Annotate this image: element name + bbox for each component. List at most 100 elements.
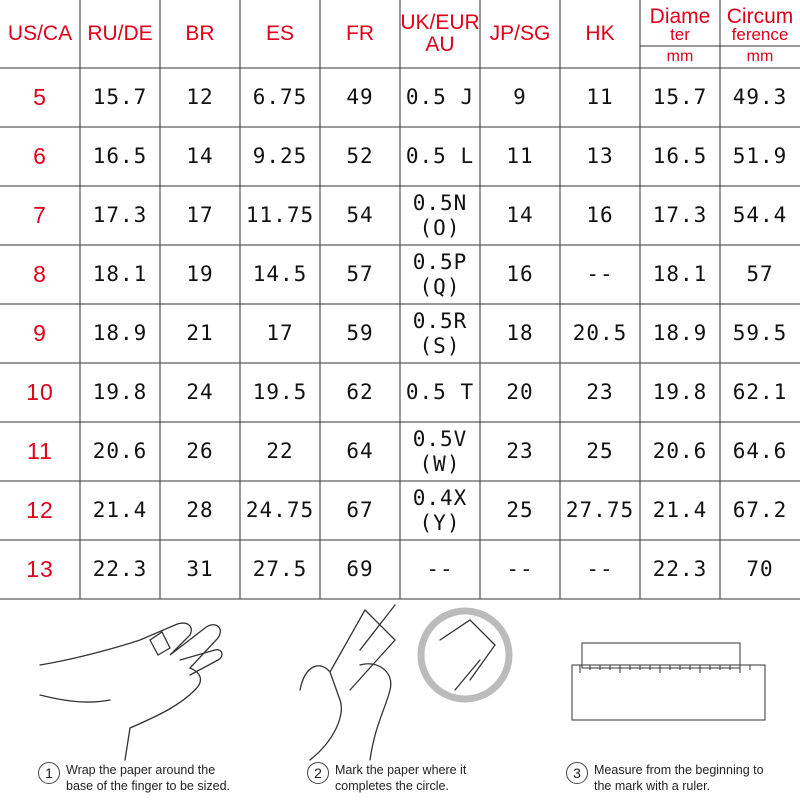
table-cell: 70 <box>720 540 800 599</box>
illustration-1 <box>39 622 223 761</box>
cell-line: 17.3 <box>92 203 148 227</box>
column-header: ES <box>240 0 320 68</box>
row-header: 8 <box>0 245 80 304</box>
table-cell: 0.5 L <box>400 127 480 186</box>
cell-line: 0.5R <box>412 308 468 333</box>
table-cell: 26 <box>160 422 240 481</box>
table-cell: -- <box>560 540 640 599</box>
table-cell: 59.5 <box>720 304 800 363</box>
table-cell: 14 <box>160 127 240 186</box>
column-header: RU/DE <box>80 0 160 68</box>
step-text: the mark with a ruler. <box>594 779 711 793</box>
cell-line: 62.1 <box>732 380 788 404</box>
step-text: Wrap the paper around the <box>66 763 216 777</box>
instruction-step: 1 Wrap the paper around the base of the fi… <box>38 762 266 794</box>
column-header: Diame ter <box>640 2 720 46</box>
table-cell: 14 <box>480 186 560 245</box>
cell-line: 67.2 <box>732 498 788 522</box>
cell-line: 31 <box>186 557 214 581</box>
cell-line: -- <box>506 557 534 581</box>
step-number: 1 <box>38 762 60 784</box>
cell-line: 22 <box>266 439 294 463</box>
cell-line: 0.5 T <box>405 380 475 404</box>
header-line: JP/SG <box>489 22 551 45</box>
table-cell: -- <box>400 540 480 599</box>
table-cell: 23 <box>480 422 560 481</box>
table-cell: 20.6 <box>80 422 160 481</box>
table-cell: 22.3 <box>80 540 160 599</box>
row-header: 12 <box>0 481 80 540</box>
cell-line: 8 <box>33 261 47 287</box>
cell-line: (S) <box>419 333 461 358</box>
cell-line: 17 <box>266 321 294 345</box>
table-cell: 18.1 <box>640 245 720 304</box>
cell-line: 21 <box>186 321 214 345</box>
cell-line: 14 <box>186 144 214 168</box>
column-header: US/CA <box>0 0 80 68</box>
header-line: BR <box>185 22 215 45</box>
table-cell: 0.5 T <box>400 363 480 422</box>
cell-line: -- <box>426 557 454 581</box>
table-cell: 52 <box>320 127 400 186</box>
cell-line: 27.75 <box>565 498 635 522</box>
table-cell: 17 <box>160 186 240 245</box>
table-cell: 16 <box>560 186 640 245</box>
table-cell: 62.1 <box>720 363 800 422</box>
cell-line: 52 <box>346 144 374 168</box>
table-cell: 9.25 <box>240 127 320 186</box>
cell-line: 51.9 <box>732 144 788 168</box>
table-cell: 11 <box>480 127 560 186</box>
table-cell: 15.7 <box>640 68 720 127</box>
cell-line: 18.9 <box>652 321 708 345</box>
table-cell: 57 <box>720 245 800 304</box>
step-number: 2 <box>307 762 329 784</box>
step-text: completes the circle. <box>335 779 449 793</box>
table-cell: 62 <box>320 363 400 422</box>
cell-line: 9 <box>33 320 47 346</box>
cell-line: 27.5 <box>252 557 308 581</box>
cell-line: 21.4 <box>652 498 708 522</box>
cell-line: (Q) <box>419 274 461 299</box>
header-line: HK <box>585 22 615 45</box>
table-cell: 15.7 <box>80 68 160 127</box>
table-cell: 19.8 <box>80 363 160 422</box>
cell-line: 23 <box>586 380 614 404</box>
cell-line: 18.9 <box>92 321 148 345</box>
table-cell: 24.75 <box>240 481 320 540</box>
table-cell: 0.5P (Q) <box>400 245 480 304</box>
cell-line: 12 <box>186 85 214 109</box>
table-cell: 67 <box>320 481 400 540</box>
table-cell: 54.4 <box>720 186 800 245</box>
cell-line: 24.75 <box>245 498 315 522</box>
table-cell: 11 <box>560 68 640 127</box>
cell-line: 64 <box>346 439 374 463</box>
cell-line: 15.7 <box>652 85 708 109</box>
table-cell: 6.75 <box>240 68 320 127</box>
table-cell: 20 <box>480 363 560 422</box>
cell-line: 18 <box>506 321 534 345</box>
cell-line: 14 <box>506 203 534 227</box>
row-header: 9 <box>0 304 80 363</box>
cell-line: 10 <box>26 379 54 405</box>
cell-line: 19.8 <box>92 380 148 404</box>
cell-line: 57 <box>346 262 374 286</box>
cell-line: 59 <box>346 321 374 345</box>
table-cell: 16.5 <box>80 127 160 186</box>
table-cell: 16.5 <box>640 127 720 186</box>
table-cell: 20.6 <box>640 422 720 481</box>
cell-line: 54.4 <box>732 203 788 227</box>
header-unit: mm <box>666 48 694 65</box>
cell-line: 24 <box>186 380 214 404</box>
cell-line: 6.75 <box>252 85 308 109</box>
column-header: BR <box>160 0 240 68</box>
cell-line: 6 <box>33 143 47 169</box>
table-cell: 18.9 <box>80 304 160 363</box>
cell-line: 7 <box>33 202 47 228</box>
table-cell: 24 <box>160 363 240 422</box>
cell-line: 57 <box>746 262 774 286</box>
cell-line: 20.5 <box>572 321 628 345</box>
cell-line: (Y) <box>419 510 461 535</box>
cell-line: 16 <box>506 262 534 286</box>
